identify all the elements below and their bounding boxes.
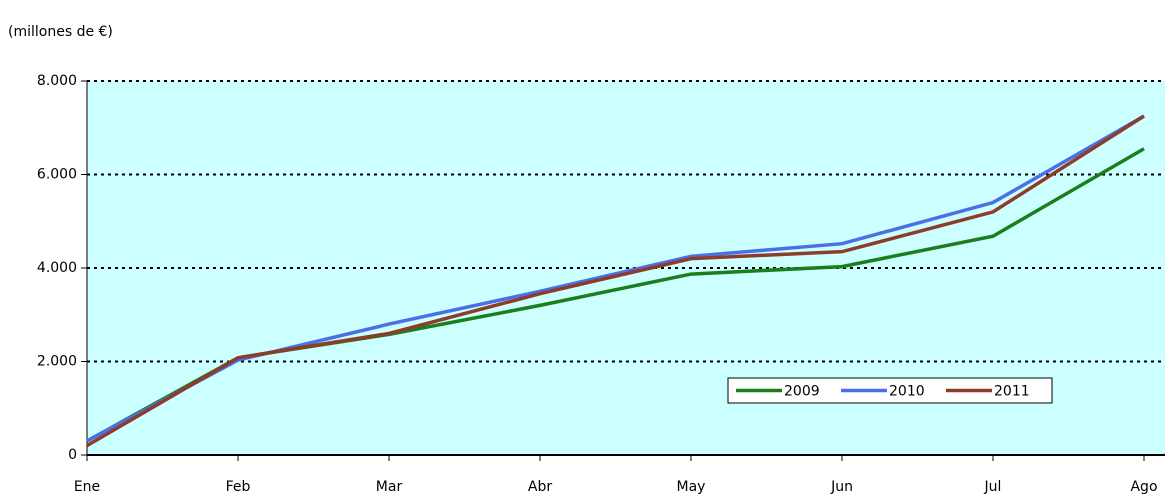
x-tick-label: Mar xyxy=(376,479,403,495)
legend-label: 2010 xyxy=(889,384,925,400)
x-tick-label: Abr xyxy=(528,479,552,495)
chart-subtitle: (millones de €) xyxy=(8,24,113,40)
legend-label: 2011 xyxy=(994,384,1030,400)
x-tick-label: May xyxy=(677,479,706,495)
y-tick-label: 4.000 xyxy=(37,260,77,276)
y-tick-label: 8.000 xyxy=(37,73,77,89)
x-tick-label: Ene xyxy=(74,479,100,495)
x-tick-label: Feb xyxy=(226,479,251,495)
legend-label: 2009 xyxy=(784,384,820,400)
x-tick-label: Jun xyxy=(830,479,853,495)
x-tick-label: Ago xyxy=(1130,479,1157,495)
y-tick-label: 2.000 xyxy=(37,354,77,370)
y-tick-label: 6.000 xyxy=(37,167,77,183)
y-tick-label: 0 xyxy=(68,447,77,463)
x-tick-label: Jul xyxy=(984,479,1002,495)
line-series xyxy=(86,114,1145,448)
